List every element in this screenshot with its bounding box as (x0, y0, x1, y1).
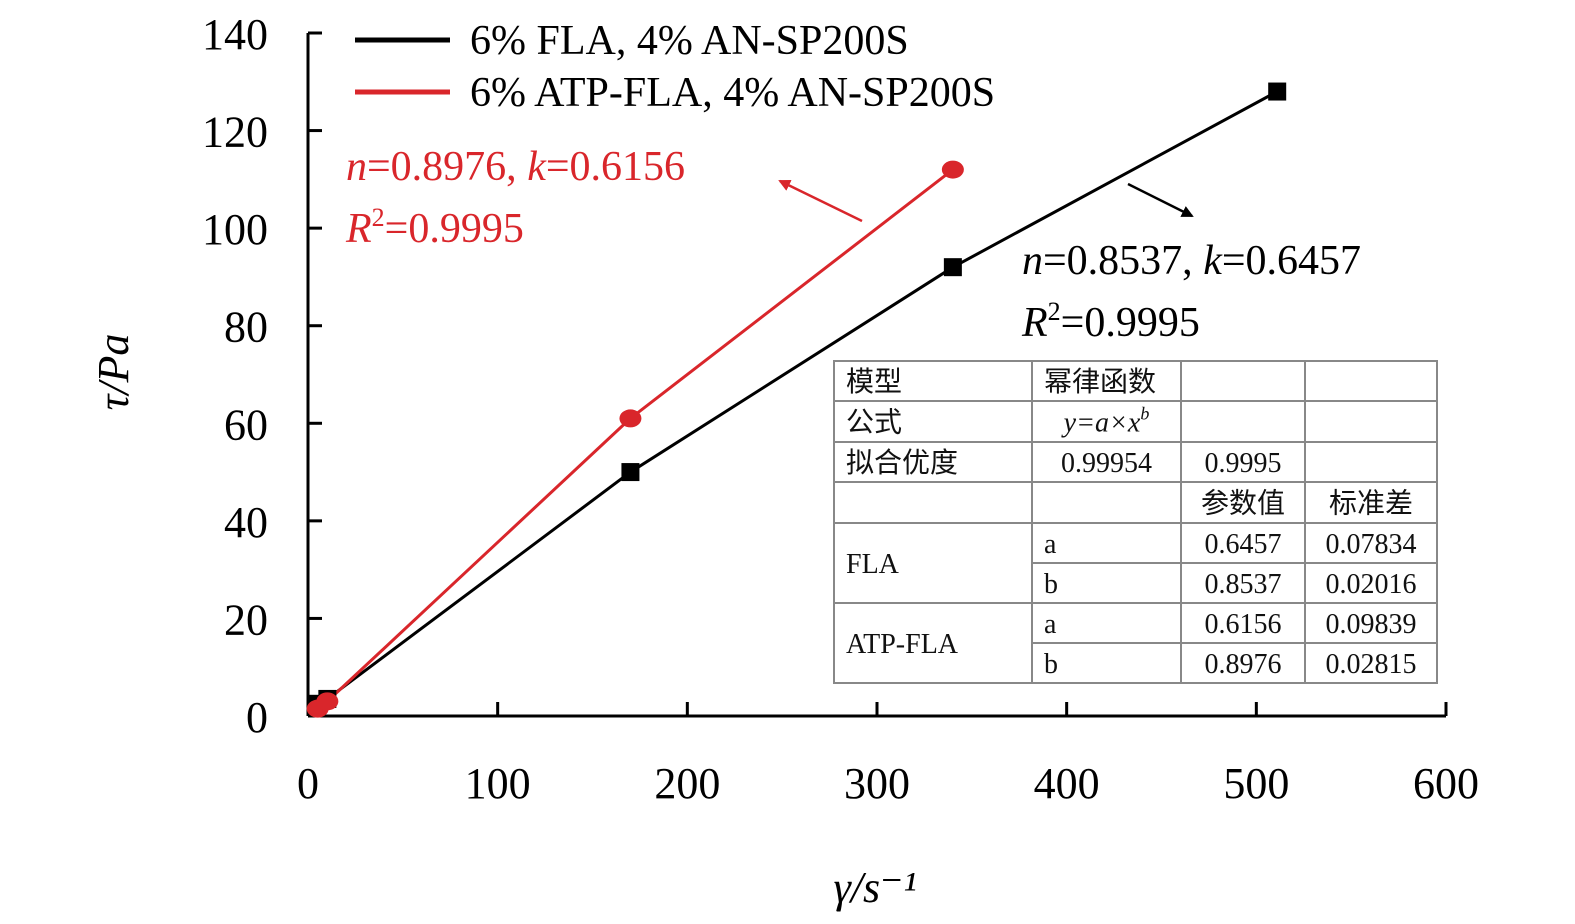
table-cell-r1-c1: y=a×xb (1061, 404, 1150, 439)
y-tick-label-0: 0 (246, 693, 268, 742)
table-cell-r6-c0: ATP-FLA (846, 629, 959, 660)
y-tick-label-3: 60 (224, 400, 268, 449)
table-cell-r7-c1: b (1044, 649, 1058, 680)
table-cell-r3-c2: 参数值 (1201, 488, 1285, 520)
table-cell-r5-c2: 0.8537 (1205, 569, 1282, 600)
x-tick-label-4: 400 (1034, 759, 1100, 808)
table-cell-r2-c0: 拟合优度 (846, 447, 958, 479)
legend-label-1: 6% ATP-FLA, 4% AN-SP200S (470, 70, 995, 116)
table-cell-r4-c3: 0.07834 (1326, 529, 1417, 560)
x-tick-label-6: 600 (1413, 759, 1479, 808)
fit-params-fla: n=0.8537, k=0.6457 (1022, 238, 1361, 284)
table-cell-r7-c2: 0.8976 (1205, 649, 1282, 680)
series-1-point-3 (941, 160, 964, 179)
x-tick-label-0: 0 (297, 759, 319, 808)
table-cell-r6-c1: a (1044, 609, 1057, 640)
table-cell-r6-c3: 0.09839 (1326, 609, 1417, 640)
table-cell-r4-c0: FLA (846, 549, 900, 580)
y-tick-label-2: 40 (224, 498, 268, 547)
fit-arrow-atp-fla (778, 179, 863, 223)
series-1-point-2 (619, 409, 642, 428)
table-cell-r5-c1: b (1044, 569, 1058, 600)
y-tick-label-6: 120 (202, 108, 268, 157)
series-0-point-3 (943, 258, 962, 277)
series-0-point-4 (1268, 82, 1287, 101)
axes: 0 20 40 60 80 100 120 140 0 100 200 300 400 500 600 (202, 10, 1479, 808)
table-cell-r4-c1: a (1044, 529, 1057, 560)
table-cell-r5-c3: 0.02016 (1326, 569, 1417, 600)
y-tick-label-1: 20 (224, 595, 268, 644)
table-cell-r2-c1: 0.99954 (1061, 448, 1152, 479)
x-tick-label-3: 300 (844, 759, 910, 808)
table-cell-r6-c2: 0.6156 (1205, 609, 1282, 640)
series-1-point-1 (316, 692, 339, 711)
table-cell-r2-c2: 0.9995 (1205, 448, 1282, 479)
table-cell-r0-c0: 模型 (846, 366, 902, 398)
fit-r2-atp-fla: R2=0.9995 (345, 203, 524, 252)
y-axis-title: τ/Pa (89, 334, 138, 411)
x-tick-label-5: 500 (1223, 759, 1289, 808)
table-cell-r0-c1: 幂律函数 (1044, 366, 1156, 398)
table-cell-r3-c3: 标准差 (1329, 488, 1413, 520)
y-tick-label-7: 140 (202, 10, 268, 59)
y-tick-label-4: 80 (224, 303, 268, 352)
table-cell-r1-c0: 公式 (846, 407, 902, 439)
fit-annotation-atp-fla: n=0.8976, k=0.6156 R2=0.9995 (345, 144, 863, 252)
table-cell-r7-c3: 0.02815 (1326, 649, 1417, 680)
fit-r2-fla: R2=0.9995 (1021, 297, 1200, 346)
x-axis-title: γ/s⁻¹ (833, 863, 916, 912)
fit-params-atp-fla: n=0.8976, k=0.6156 (346, 144, 685, 190)
series-0-point-2 (621, 463, 640, 482)
y-tick-label-5: 100 (202, 205, 268, 254)
fit-annotation-fla: n=0.8537, k=0.6457 R2=0.9995 (1021, 182, 1361, 346)
x-tick-label-2: 200 (654, 759, 720, 808)
fit-arrow-fla (1127, 182, 1194, 218)
legend: 6% FLA, 4% AN-SP200S 6% ATP-FLA, 4% AN-S… (355, 18, 995, 116)
table-cell-r4-c2: 0.6457 (1205, 529, 1282, 560)
series-layer (306, 82, 1287, 718)
legend-label-0: 6% FLA, 4% AN-SP200S (470, 18, 909, 64)
x-tick-label-1: 100 (465, 759, 531, 808)
